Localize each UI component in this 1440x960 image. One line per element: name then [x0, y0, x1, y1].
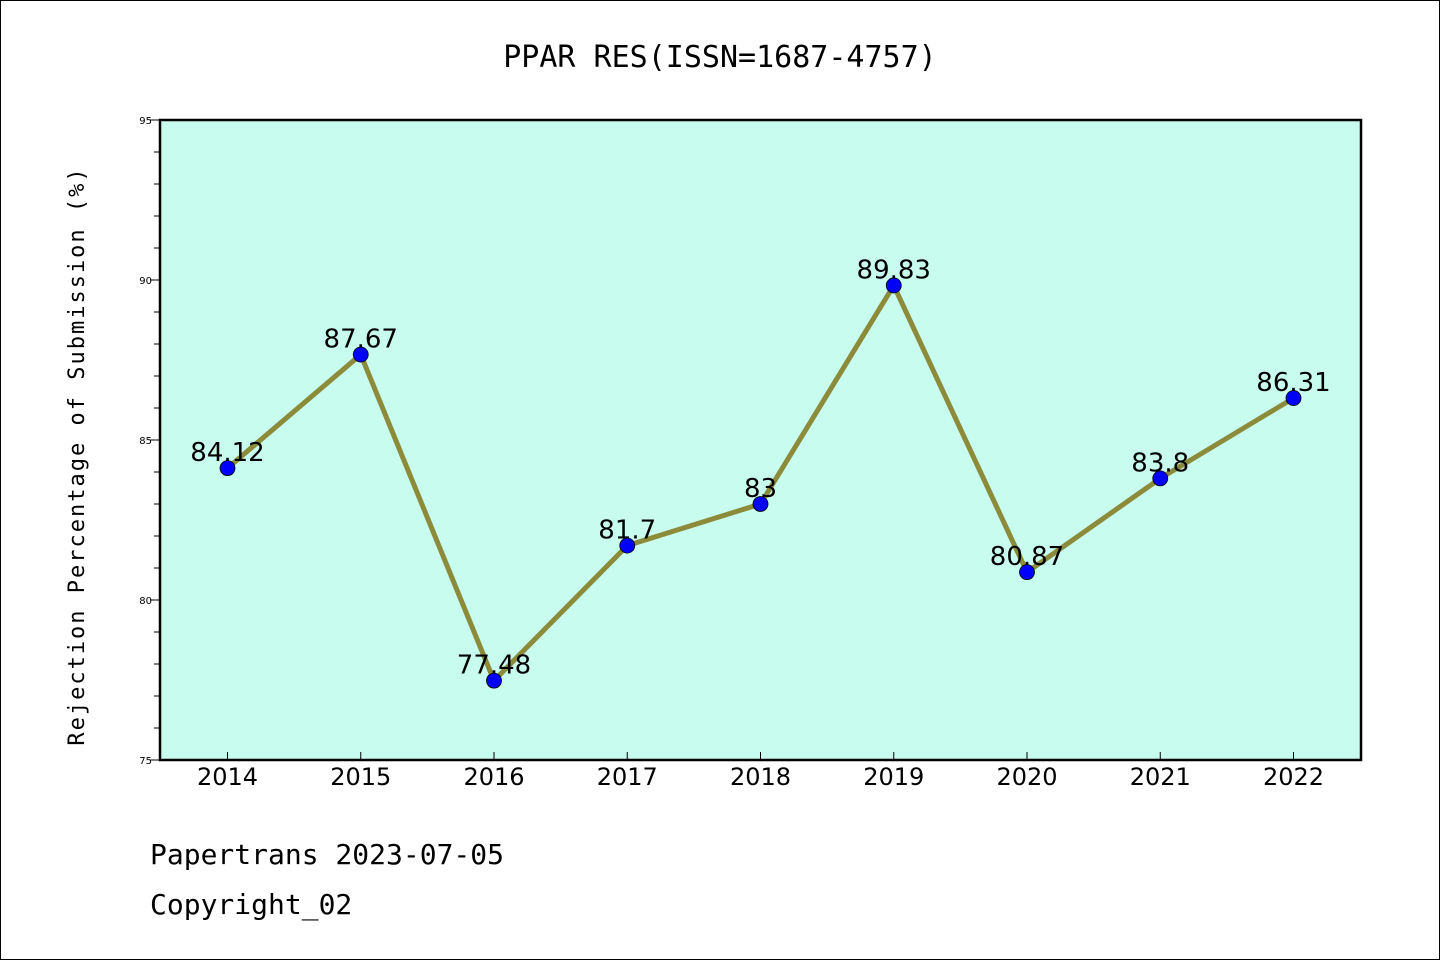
data-point — [219, 460, 236, 477]
chart-title: PPAR RES(ISSN=1687-4757) — [503, 40, 936, 75]
y-tick-label: 85 — [139, 436, 152, 447]
footer-copyright: Copyright_02 — [150, 888, 352, 922]
data-label: 83 — [744, 474, 777, 504]
series: 84.12 87.67 77.48 81.7 83 89.83 80.87 83.8 86.31 — [190, 255, 1331, 689]
data-point — [352, 346, 369, 363]
data-label: 83.8 — [1131, 448, 1189, 478]
data-point — [1285, 390, 1302, 406]
data-label: 89.83 — [857, 255, 931, 285]
data-point — [885, 277, 902, 294]
data-label: 77.48 — [457, 651, 531, 681]
x-tick-label: 2015 — [330, 763, 391, 791]
y-tick-label: 95 — [139, 116, 152, 127]
x-tick-label: 2018 — [730, 763, 791, 791]
x-tick-label: 2021 — [1130, 763, 1191, 791]
x-tick-label: 2019 — [863, 763, 924, 791]
data-point — [619, 537, 636, 554]
x-tick-label: 2020 — [996, 763, 1057, 791]
x-tick-label: 2022 — [1263, 763, 1324, 791]
x-tick-label: 2014 — [197, 763, 258, 791]
data-label: 80.87 — [990, 542, 1064, 572]
x-axis: 2014 2015 2016 2017 2018 2019 2020 2021 2022 — [197, 752, 1324, 791]
y-tick-label: 90 — [139, 276, 152, 287]
data-label: 86.31 — [1256, 368, 1330, 398]
data-point — [486, 672, 502, 689]
y-axis-label: Rejection Percentage of Submission (%) — [65, 166, 90, 745]
y-tick-label: 80 — [139, 596, 152, 607]
data-point — [1152, 470, 1169, 487]
data-label: 81.7 — [598, 516, 656, 546]
data-label: 84.12 — [190, 438, 264, 468]
data-label: 87.67 — [324, 325, 398, 355]
data-point — [752, 496, 769, 512]
plot-area — [158, 118, 1363, 762]
data-point — [1019, 564, 1035, 581]
y-tick-label: 75 — [139, 756, 152, 767]
footer-source: Papertrans 2023-07-05 — [150, 838, 504, 871]
y-axis: 75 80 85 90 95 — [139, 116, 160, 767]
x-tick-label: 2017 — [597, 763, 658, 791]
x-tick-label: 2016 — [463, 763, 524, 791]
